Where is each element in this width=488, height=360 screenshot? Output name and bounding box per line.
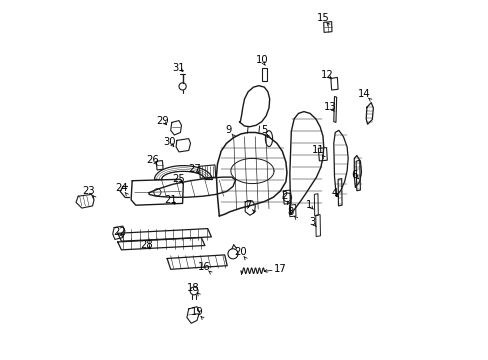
- Text: 15: 15: [316, 13, 329, 23]
- Text: 26: 26: [146, 155, 159, 165]
- Text: 23: 23: [82, 186, 95, 196]
- Text: 31: 31: [172, 63, 185, 73]
- Text: 4: 4: [331, 188, 337, 198]
- Text: 3: 3: [308, 217, 315, 228]
- Text: 19: 19: [190, 307, 203, 318]
- Text: 21: 21: [164, 195, 177, 205]
- Text: 22: 22: [113, 227, 125, 237]
- Text: 18: 18: [187, 283, 199, 293]
- Text: 10: 10: [255, 55, 267, 66]
- Text: 27: 27: [188, 164, 201, 174]
- Text: 8: 8: [287, 207, 293, 217]
- Text: 30: 30: [163, 137, 176, 147]
- Text: 28: 28: [140, 240, 153, 250]
- Text: 16: 16: [198, 262, 210, 272]
- Text: 24: 24: [115, 183, 127, 193]
- Text: 17: 17: [274, 264, 286, 274]
- Text: 6: 6: [350, 170, 357, 180]
- Text: 12: 12: [320, 70, 333, 80]
- Text: 20: 20: [233, 247, 246, 257]
- Text: 13: 13: [323, 102, 336, 112]
- Text: 11: 11: [311, 145, 324, 156]
- Text: 7: 7: [245, 200, 251, 210]
- Text: 9: 9: [224, 125, 231, 135]
- Text: 25: 25: [172, 174, 185, 184]
- Text: 5: 5: [261, 125, 267, 135]
- Text: 29: 29: [156, 116, 168, 126]
- Text: 14: 14: [357, 89, 369, 99]
- Text: 1: 1: [305, 200, 312, 210]
- Text: 2: 2: [280, 191, 287, 201]
